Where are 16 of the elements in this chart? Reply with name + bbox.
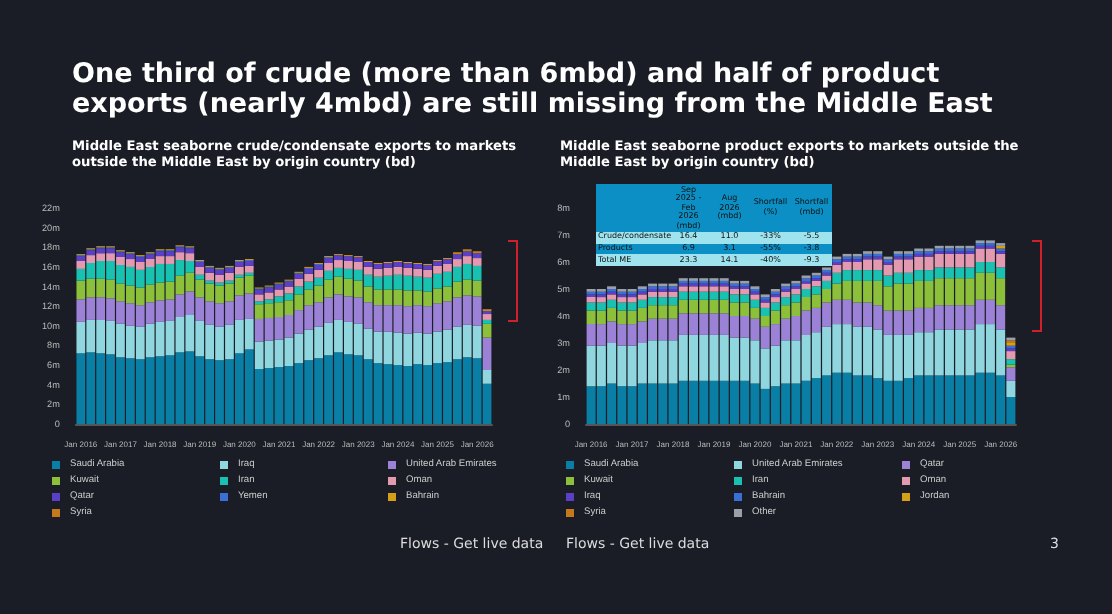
bar (822, 275, 832, 281)
text: One third of crude (more than 6mbd) and half of product exports (nearly 4mbd) are still missing from the Middle East (72, 58, 995, 120)
bar (770, 297, 780, 303)
bar (1006, 351, 1016, 360)
bar (482, 314, 492, 320)
bar (1006, 380, 1016, 397)
bar (195, 274, 205, 280)
bar (294, 273, 304, 279)
bar (482, 370, 492, 384)
bar (1006, 359, 1016, 365)
bar (750, 294, 760, 300)
bar (76, 256, 86, 262)
bar (482, 337, 492, 370)
bar (1006, 367, 1016, 381)
bar (760, 302, 770, 308)
bar (482, 323, 492, 338)
